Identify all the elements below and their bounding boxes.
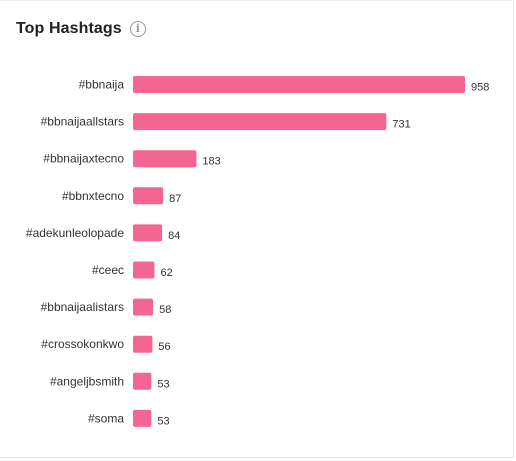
bar[interactable] [133, 372, 152, 390]
bar[interactable] [133, 150, 197, 168]
data-label: 84 [168, 230, 180, 242]
info-circle-icon[interactable]: i [129, 21, 146, 37]
data-label: 87 [169, 193, 181, 205]
category-label: #bbnxtecno [62, 189, 124, 203]
data-label: 62 [160, 267, 172, 279]
data-label: 958 [471, 82, 489, 94]
data-label: 58 [159, 304, 171, 316]
bar[interactable] [133, 224, 163, 242]
data-label: 183 [202, 156, 220, 168]
category-label: #bbnaijaallstars [41, 115, 124, 129]
category-label: #bbnaijaxtecno [43, 152, 124, 166]
bar[interactable] [133, 261, 155, 279]
category-label: #adekunleolopade [26, 226, 124, 240]
bar[interactable] [133, 76, 465, 93]
category-label: #soma [88, 411, 124, 425]
card-header: Top Hashtags i [16, 17, 146, 41]
category-label: #angeljbsmith [50, 374, 124, 388]
category-label: #crossokonkwo [41, 337, 124, 351]
category-label: #ceec [92, 263, 124, 277]
data-label: 56 [158, 341, 170, 353]
bar[interactable] [133, 298, 154, 316]
category-label: #bbnaijaalistars [41, 300, 124, 314]
bar[interactable] [133, 113, 387, 131]
data-label: 731 [392, 119, 410, 131]
bar[interactable] [133, 187, 164, 205]
category-label: #bbnaija [79, 78, 125, 92]
data-label: 53 [157, 415, 169, 427]
card-title: Top Hashtags [16, 20, 122, 37]
data-label: 53 [157, 378, 169, 390]
bar[interactable] [133, 335, 153, 353]
bar[interactable] [133, 409, 152, 427]
